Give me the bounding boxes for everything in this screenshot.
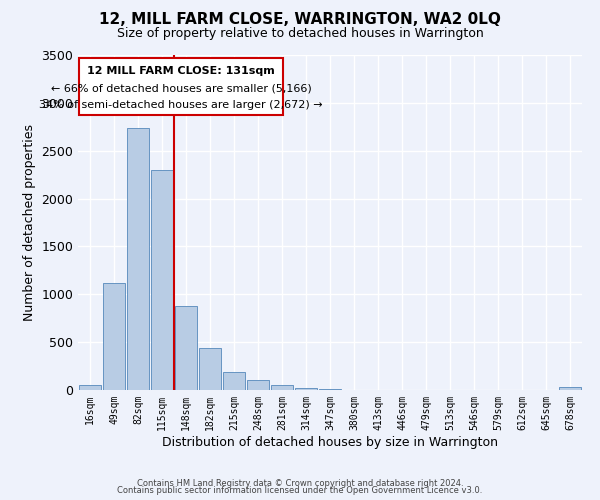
Text: 12, MILL FARM CLOSE, WARRINGTON, WA2 0LQ: 12, MILL FARM CLOSE, WARRINGTON, WA2 0LQ [99,12,501,28]
Text: Size of property relative to detached houses in Warrington: Size of property relative to detached ho… [116,28,484,40]
Bar [199,348,221,390]
Bar [295,388,317,390]
Y-axis label: Number of detached properties: Number of detached properties [23,124,36,321]
X-axis label: Distribution of detached houses by size in Warrington: Distribution of detached houses by size … [162,436,498,448]
Bar [127,128,149,390]
Text: Contains HM Land Registry data © Crown copyright and database right 2024.: Contains HM Land Registry data © Crown c… [137,478,463,488]
Text: 34% of semi-detached houses are larger (2,672) →: 34% of semi-detached houses are larger (… [40,100,323,110]
Bar [559,387,581,390]
Bar [247,380,269,390]
Bar [103,283,125,390]
Text: 12 MILL FARM CLOSE: 131sqm: 12 MILL FARM CLOSE: 131sqm [88,66,275,76]
Bar [175,306,197,390]
Bar [151,170,173,390]
Bar [79,385,101,390]
Text: Contains public sector information licensed under the Open Government Licence v3: Contains public sector information licen… [118,486,482,495]
Text: ← 66% of detached houses are smaller (5,166): ← 66% of detached houses are smaller (5,… [51,84,311,94]
Bar [223,372,245,390]
FancyBboxPatch shape [79,58,283,116]
Bar [271,385,293,390]
Bar [319,389,341,390]
